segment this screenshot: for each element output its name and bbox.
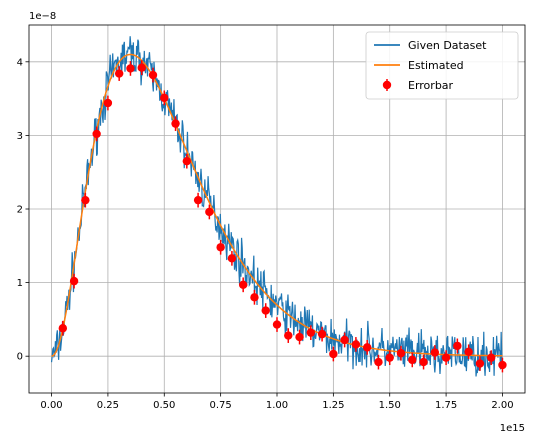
x-offset-label: 1e15 bbox=[500, 423, 525, 434]
errorbar-point bbox=[385, 353, 394, 362]
errorbar-point bbox=[475, 359, 485, 368]
legend-label: Given Dataset bbox=[408, 39, 487, 52]
legend-swatch bbox=[382, 80, 392, 90]
y-tick-label: 3 bbox=[17, 131, 23, 142]
errorbar-point bbox=[329, 349, 338, 359]
errorbar-point bbox=[317, 329, 327, 339]
errorbar-point bbox=[58, 324, 68, 333]
x-tick-label: 1.50 bbox=[379, 400, 401, 411]
legend: Given Dataset Estimated Errorbar bbox=[365, 31, 519, 100]
errorbar-point bbox=[250, 293, 259, 302]
x-axis: 0.00 0.25 0.50 0.75 1.00 1.25 1.50 1.75 2.00 bbox=[40, 393, 514, 411]
errorbar-point bbox=[464, 347, 473, 356]
errorbar-point bbox=[92, 129, 101, 139]
plot-area bbox=[50, 36, 507, 377]
y-tick-label: 1 bbox=[17, 278, 23, 289]
errorbar-point bbox=[295, 332, 304, 342]
x-tick-label: 0.00 bbox=[40, 400, 62, 411]
x-tick-label: 0.25 bbox=[97, 400, 119, 411]
errorbar-point bbox=[114, 69, 124, 78]
errorbar-point bbox=[216, 243, 225, 252]
errorbar-point bbox=[430, 348, 440, 357]
errorbar-point bbox=[272, 320, 282, 329]
errorbar-point bbox=[284, 331, 293, 340]
errorbar-point bbox=[261, 306, 270, 315]
errorbar-point bbox=[498, 360, 507, 370]
errorbar-point bbox=[238, 280, 248, 290]
errorbar-point bbox=[160, 93, 169, 103]
errorbar-point bbox=[419, 357, 428, 367]
errorbar-point bbox=[441, 353, 451, 362]
legend-label: Errorbar bbox=[408, 79, 454, 92]
errorbar-point bbox=[171, 119, 180, 128]
x-tick-label: 2.00 bbox=[491, 400, 513, 411]
errorbar-point bbox=[453, 341, 462, 351]
errorbar-point bbox=[137, 63, 146, 72]
legend-box bbox=[365, 31, 519, 100]
errorbar-point bbox=[227, 254, 237, 263]
y-tick-label: 0 bbox=[17, 352, 23, 363]
errorbar-point bbox=[306, 328, 316, 337]
errorbar-point bbox=[351, 340, 361, 349]
errorbar-point bbox=[205, 207, 214, 217]
y-tick-label: 4 bbox=[17, 57, 23, 68]
errorbar-point bbox=[362, 343, 372, 352]
estimated-line bbox=[51, 53, 503, 357]
errorbar-point bbox=[193, 195, 203, 205]
x-tick-label: 1.00 bbox=[266, 400, 288, 411]
x-tick-label: 1.25 bbox=[322, 400, 344, 411]
errorbar-point bbox=[103, 98, 113, 108]
errorbar-point bbox=[486, 353, 496, 362]
x-tick-label: 1.75 bbox=[435, 400, 457, 411]
x-tick-label: 0.50 bbox=[153, 400, 175, 411]
errorbar-point bbox=[408, 355, 417, 365]
x-tick-label: 0.75 bbox=[210, 400, 232, 411]
legend-label: Estimated bbox=[408, 59, 464, 72]
y-offset-label: 1e−8 bbox=[29, 11, 56, 22]
y-axis: 0 1 2 3 4 bbox=[17, 57, 29, 363]
errorbar-point bbox=[396, 349, 406, 358]
errorbar-point bbox=[340, 335, 349, 345]
y-tick-label: 2 bbox=[17, 205, 23, 216]
errorbar-point bbox=[182, 156, 192, 166]
errorbar-point bbox=[148, 70, 158, 80]
errorbar-point bbox=[69, 276, 79, 286]
errorbar-point bbox=[374, 357, 383, 367]
errorbar-point bbox=[81, 195, 90, 205]
errorbar-point bbox=[126, 64, 135, 73]
